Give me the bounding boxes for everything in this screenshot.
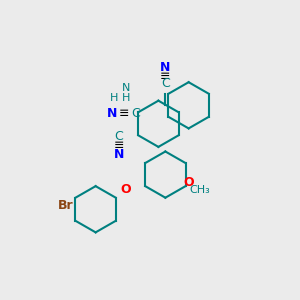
- Text: ≡: ≡: [118, 107, 129, 120]
- Text: N: N: [160, 61, 171, 74]
- Text: CH₃: CH₃: [190, 185, 211, 195]
- Text: H: H: [122, 93, 130, 103]
- Text: O: O: [183, 176, 194, 189]
- Text: C: C: [131, 107, 140, 120]
- Text: C: C: [161, 77, 170, 90]
- Text: N: N: [107, 107, 117, 120]
- Text: C: C: [115, 130, 123, 143]
- Text: ≡: ≡: [114, 139, 124, 152]
- Text: ≡: ≡: [160, 70, 171, 83]
- Text: Br: Br: [58, 199, 73, 212]
- Text: N: N: [114, 148, 124, 161]
- Text: N: N: [122, 83, 130, 93]
- Text: O: O: [121, 183, 131, 196]
- Text: H: H: [110, 93, 118, 103]
